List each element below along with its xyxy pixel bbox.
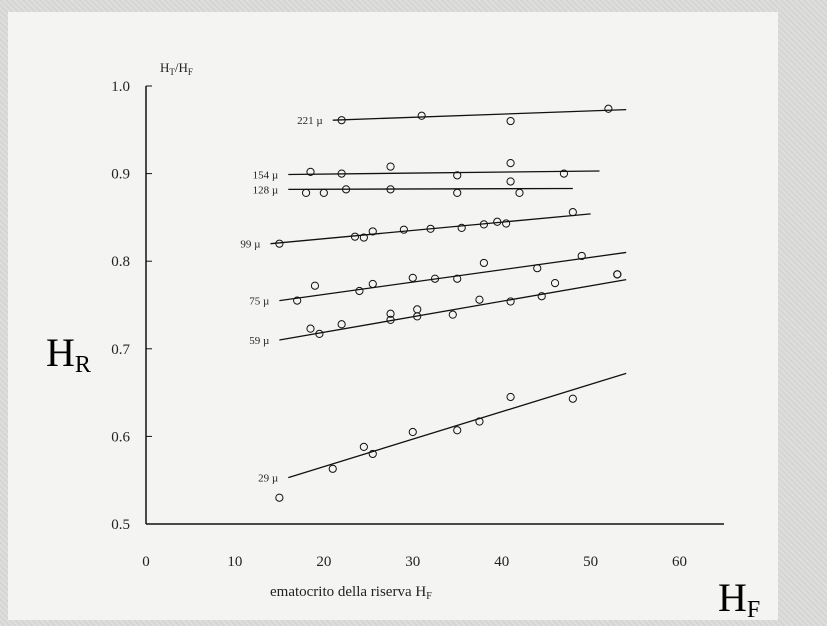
data-point [413, 305, 422, 314]
y-tick-label: 0.5 [111, 517, 130, 533]
data-point [568, 208, 577, 217]
series-label: 221 µ [297, 115, 323, 127]
data-point [426, 224, 435, 233]
data-point [368, 279, 377, 289]
x-tick-label: 50 [583, 554, 598, 570]
data-point [479, 258, 489, 268]
data-point [386, 185, 395, 194]
data-point [359, 442, 368, 452]
data-point [430, 274, 440, 283]
y-axis-label: HT/HF [160, 60, 193, 77]
series-fit-line [270, 213, 591, 245]
axes-group: 0 10 20 30 40 50 60 0.5 0.6 0.7 0.8 0.9 1.0 [111, 79, 724, 570]
series-fit-line [288, 170, 600, 176]
y-tick-label: 0.7 [111, 342, 130, 358]
data-point [533, 264, 542, 273]
data-point [337, 320, 346, 329]
data-point [479, 220, 489, 229]
data-point [453, 274, 462, 283]
x-tick-label: 20 [316, 554, 331, 570]
series-fit-line [288, 372, 627, 479]
data-point [319, 188, 328, 197]
data-point [328, 464, 337, 473]
data-point [475, 295, 484, 304]
data-point [506, 116, 515, 126]
data-point [506, 177, 515, 186]
y-tick-label: 0.8 [111, 254, 130, 270]
x-tick-label: 60 [672, 554, 687, 570]
data-point [386, 309, 395, 318]
data-point [310, 281, 320, 290]
side-label-hr: HR [46, 330, 91, 378]
y-tick-label: 0.6 [111, 429, 130, 445]
data-point [275, 239, 284, 248]
y-tick-label: 1.0 [111, 79, 130, 95]
y-tick-label: 0.9 [111, 167, 130, 183]
data-point [506, 392, 515, 402]
data-point [550, 279, 560, 288]
data-point [306, 324, 315, 333]
series-fit-line [279, 251, 627, 302]
data-point [493, 217, 502, 226]
series-label: 128 µ [253, 184, 279, 196]
x-tick-label: 10 [227, 554, 242, 570]
data-point [386, 162, 395, 171]
data-point [453, 171, 462, 180]
data-point [350, 232, 360, 241]
data-point [315, 329, 324, 339]
data-point [337, 116, 346, 125]
marks-group: 221 µ 154 µ 128 µ 99 µ 75 µ 59 µ 29 µ [240, 104, 627, 502]
data-point [368, 449, 377, 459]
data-point [448, 310, 457, 319]
data-point [613, 270, 622, 279]
data-point [301, 188, 311, 197]
series-label: 59 µ [249, 335, 269, 347]
data-point [341, 185, 351, 194]
data-point [275, 493, 284, 502]
x-tick-label: 0 [142, 554, 150, 570]
series-fit-line [279, 278, 627, 341]
data-point [399, 225, 408, 234]
data-point [417, 111, 426, 120]
series-fit-line [288, 187, 573, 191]
data-point [359, 233, 368, 242]
series-label: 99 µ [240, 239, 260, 251]
data-point [604, 104, 613, 113]
data-point [475, 417, 484, 426]
data-point [408, 427, 417, 437]
x-tick-label: 40 [494, 554, 509, 570]
data-point [515, 188, 524, 197]
data-point [502, 219, 511, 228]
side-label-hf: HF [718, 575, 761, 623]
data-point [568, 394, 577, 403]
data-point [355, 286, 364, 296]
data-point [408, 273, 417, 282]
series-label: 29 µ [258, 473, 278, 485]
series-label: 75 µ [249, 296, 269, 308]
series-fit-line [332, 109, 627, 121]
x-tick-label: 30 [405, 554, 420, 570]
series-label: 154 µ [253, 169, 279, 181]
data-point [506, 297, 515, 306]
data-point [453, 426, 462, 435]
data-point [457, 223, 466, 233]
data-point [293, 296, 302, 305]
data-point [306, 167, 315, 176]
data-point [386, 315, 395, 324]
data-point [413, 312, 422, 321]
data-point [577, 251, 586, 261]
data-point [537, 292, 546, 301]
x-axis-label: ematocrito della riserva HF [270, 584, 432, 602]
data-point [337, 169, 346, 178]
data-point [506, 158, 515, 168]
data-point [368, 227, 377, 236]
data-point [559, 169, 569, 178]
data-point [453, 188, 462, 197]
